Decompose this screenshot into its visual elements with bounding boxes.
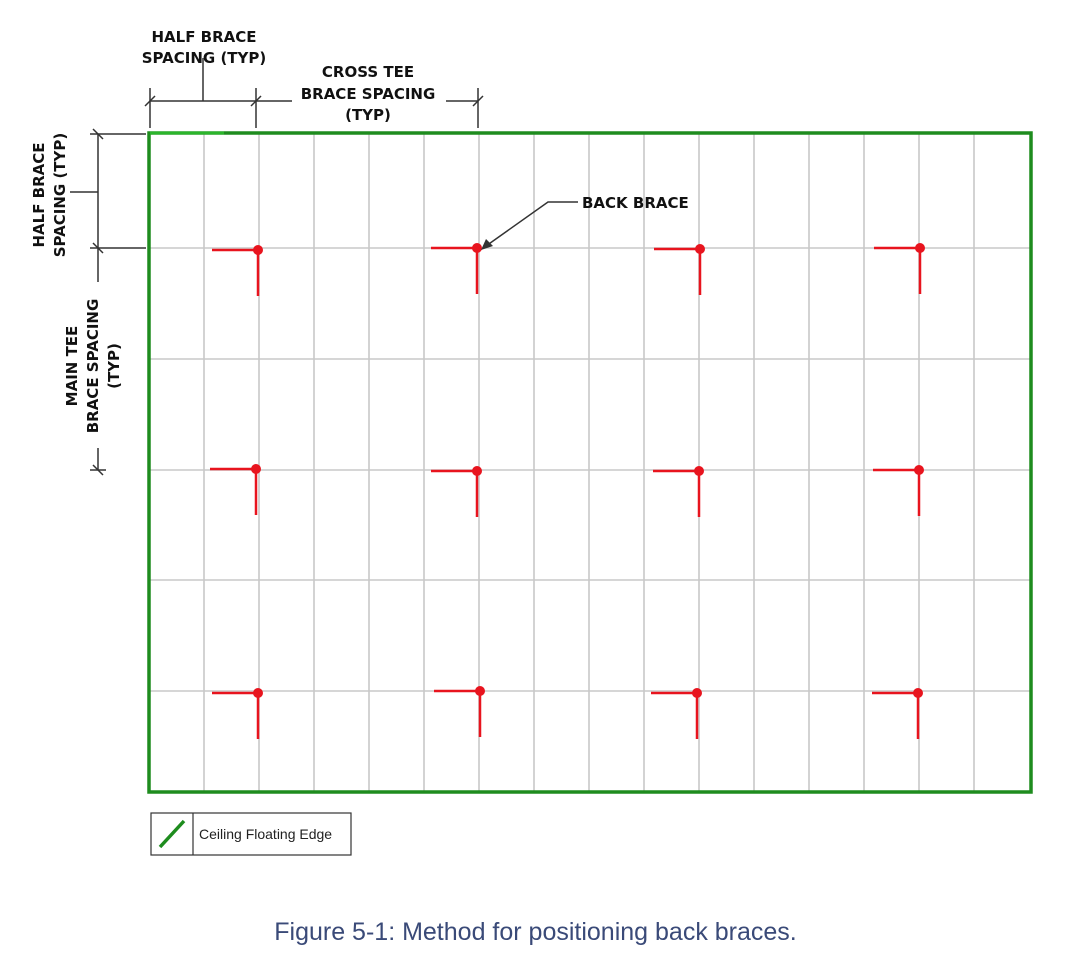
back-brace (654, 244, 705, 295)
back-brace-node (251, 464, 261, 474)
back-brace-label: BACK BRACE (582, 194, 689, 212)
back-brace-node (472, 466, 482, 476)
back-brace (212, 245, 263, 296)
half-brace-spacing-top-dimension (144, 58, 262, 128)
back-brace (653, 466, 704, 517)
cross-tee-label-line1: CROSS TEE (322, 63, 414, 81)
cross-tee-brace-spacing-dimension (256, 88, 484, 128)
back-brace (651, 688, 702, 739)
main-tee-label-line3: (TYP) (105, 343, 123, 389)
half-brace-spacing-left-label-line1: HALF BRACE (30, 142, 48, 247)
legend-label: Ceiling Floating Edge (199, 826, 332, 842)
back-brace (872, 688, 923, 739)
half-brace-spacing-top-label-line2: SPACING (TYP) (142, 49, 267, 67)
back-brace-node (695, 244, 705, 254)
back-brace-leader-arrow (481, 201, 578, 250)
back-brace (431, 466, 482, 517)
back-brace (874, 243, 925, 294)
back-brace-node (915, 243, 925, 253)
back-brace-node (475, 686, 485, 696)
back-brace (873, 465, 924, 516)
main-tee-label-line2: BRACE SPACING (84, 299, 102, 434)
back-brace (212, 688, 263, 739)
back-brace-node (253, 245, 263, 255)
back-brace (431, 243, 482, 294)
back-brace-node (692, 688, 702, 698)
back-braces (210, 243, 925, 739)
legend: Ceiling Floating Edge (150, 812, 352, 856)
half-brace-spacing-left-label-line2: SPACING (TYP) (51, 133, 69, 258)
back-brace-node (694, 466, 704, 476)
back-brace (210, 464, 261, 515)
cross-tee-label-line3: (TYP) (345, 106, 391, 124)
half-brace-spacing-top-label-line1: HALF BRACE (151, 28, 256, 46)
figure-caption: Figure 5-1: Method for positioning back … (274, 918, 797, 946)
back-brace-node (913, 688, 923, 698)
back-brace-node (472, 243, 482, 253)
ceiling-floating-edge (147, 131, 1033, 794)
main-tee-label-line1: MAIN TEE (63, 326, 81, 407)
back-brace-node (914, 465, 924, 475)
half-brace-spacing-left-dimension (70, 128, 146, 254)
main-tee-brace-spacing-dimension (90, 248, 106, 476)
back-brace-node (253, 688, 263, 698)
back-brace (434, 686, 485, 737)
green-diagonal-line-icon (158, 819, 186, 849)
cross-tee-label-line2: BRACE SPACING (301, 85, 436, 103)
